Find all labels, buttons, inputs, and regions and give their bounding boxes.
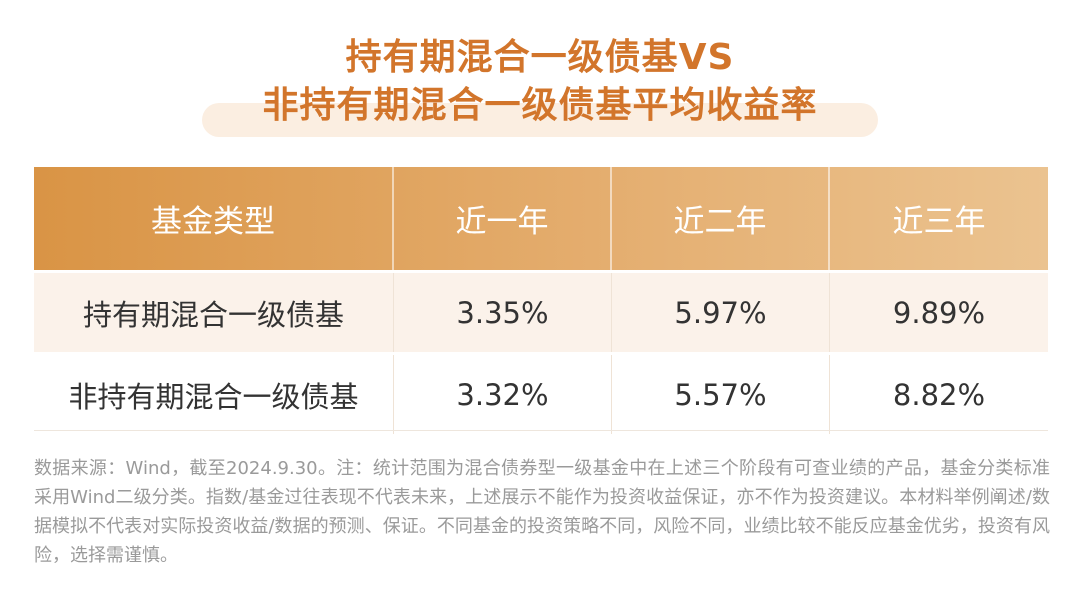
cell-1-year: 3.35% xyxy=(394,273,612,352)
cell-fund-type: 持有期混合一级债基 xyxy=(34,273,394,352)
footnote-source: 数据来源：Wind，截至2024.9.30。注：统计范围为混合债券型一级基金中在… xyxy=(34,458,1050,508)
cell-2-year: 5.97% xyxy=(612,273,830,352)
cell-2-year: 5.57% xyxy=(612,355,830,434)
title-line-2: 非持有期混合一级债基平均收益率 xyxy=(262,85,818,126)
returns-table: 基金类型 近一年 近二年 近三年 持有期混合一级债基 3.35% 5.97% 9… xyxy=(34,167,1048,434)
header-1-year: 近一年 xyxy=(394,167,612,270)
table-row: 持有期混合一级债基 3.35% 5.97% 9.89% xyxy=(34,273,1048,352)
header-2-year: 近二年 xyxy=(612,167,830,270)
cell-3-year: 8.82% xyxy=(892,377,986,412)
title-highlight xyxy=(202,103,878,137)
cell-fund-type: 非持有期混合一级债基 xyxy=(34,355,394,434)
footnote-disclaimer: 指数/基金过往表现不代表未来，上述展示不能作为投资收益保证，亦不作为投资建议。本… xyxy=(34,487,1050,566)
table-row: 非持有期混合一级债基 3.32% 5.57% 8.82% xyxy=(34,355,1048,434)
cell-3-year: 9.89% xyxy=(892,295,986,330)
header-3-year: 近三年 xyxy=(892,204,986,240)
table-header: 基金类型 近一年 近二年 近三年 xyxy=(34,167,1048,270)
title-line-1: 持有期混合一级债基VS xyxy=(345,37,735,78)
footnote: 数据来源：Wind，截至2024.9.30。注：统计范围为混合债券型一级基金中在… xyxy=(34,454,1050,570)
cell-1-year: 3.32% xyxy=(394,355,612,434)
divider xyxy=(34,430,1048,431)
header-fund-type: 基金类型 xyxy=(34,167,394,270)
